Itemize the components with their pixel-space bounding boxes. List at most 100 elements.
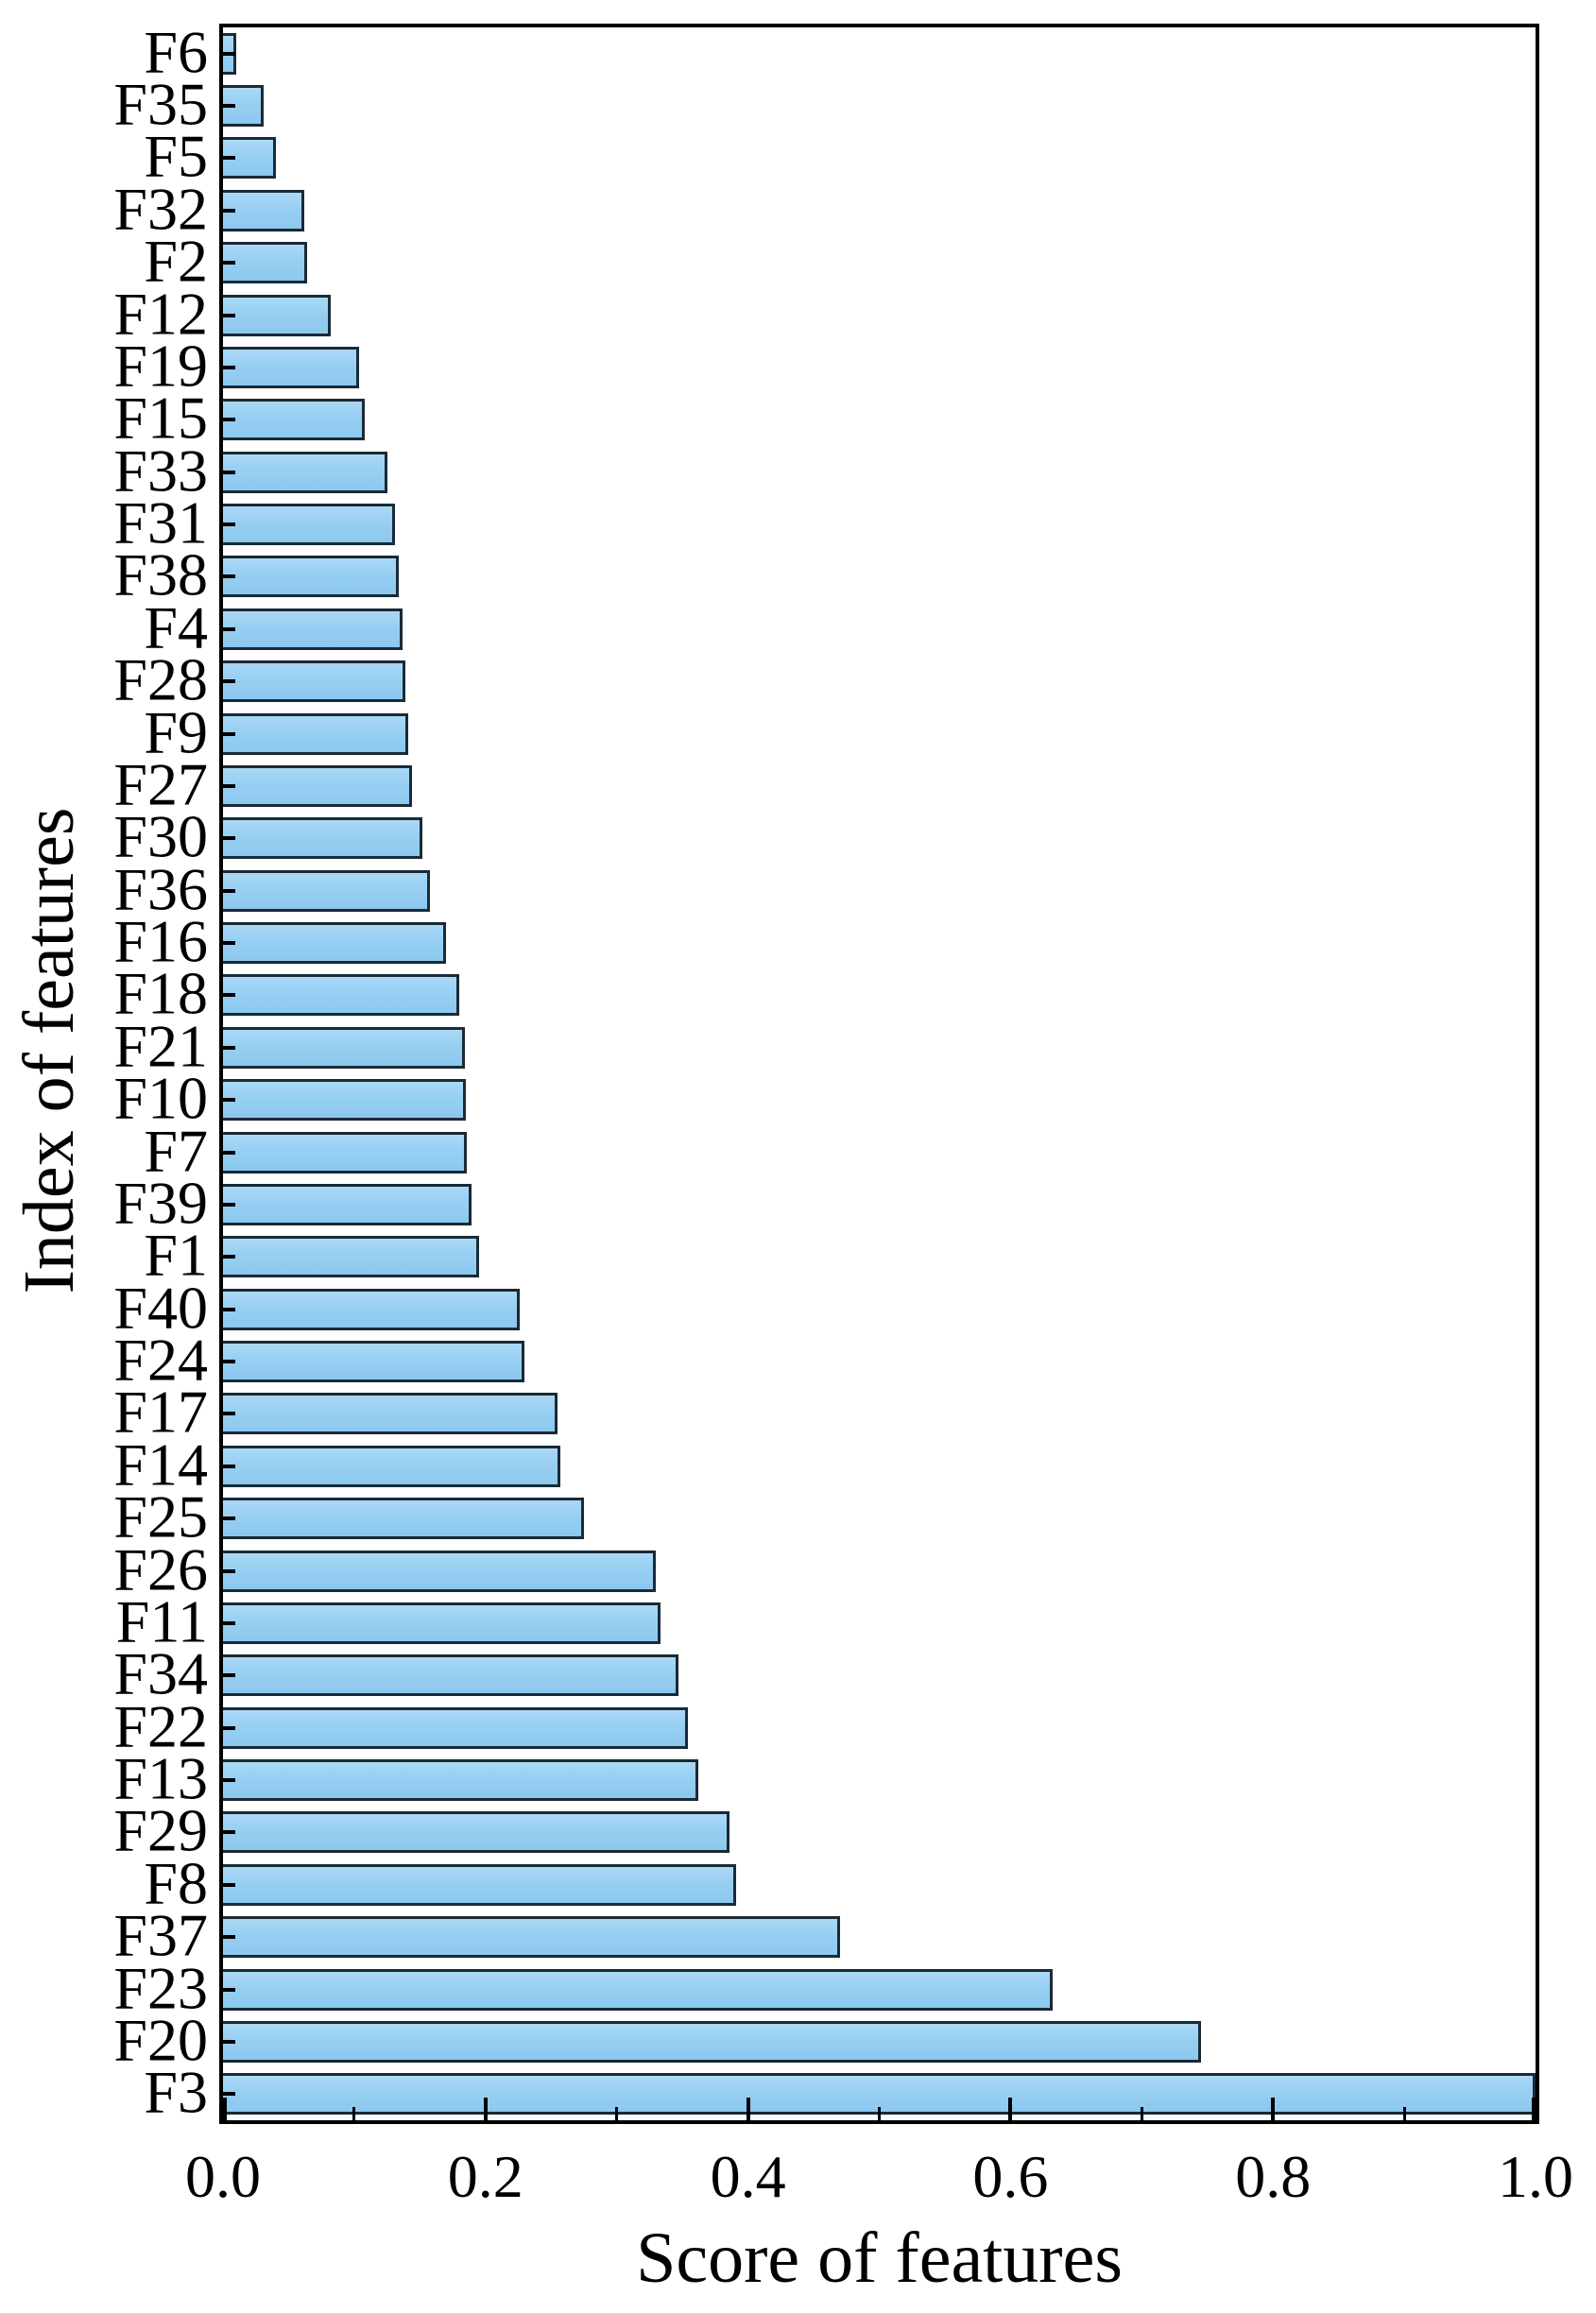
bar-F17 xyxy=(223,1393,558,1435)
y-axis-tick xyxy=(223,1882,235,1887)
y-axis-tick xyxy=(223,1778,235,1783)
x-axis-minor-tick xyxy=(878,2107,881,2120)
y-category-label: F23 xyxy=(113,1954,208,2022)
y-axis-tick xyxy=(223,1150,235,1155)
y-category-label: F21 xyxy=(113,1012,208,1080)
bar-F24 xyxy=(223,1341,525,1383)
y-axis-tick xyxy=(223,2092,235,2097)
bar-F5 xyxy=(223,137,276,180)
y-category-label: F22 xyxy=(113,1692,208,1760)
bar-F16 xyxy=(223,922,447,965)
y-axis-tick xyxy=(223,679,235,684)
x-axis-major-tick xyxy=(746,2098,750,2120)
y-category-label: F16 xyxy=(113,907,208,975)
x-axis-major-tick xyxy=(223,2098,227,2120)
y-axis-tick xyxy=(223,156,235,161)
bar-F26 xyxy=(223,1550,657,1592)
y-axis-tick xyxy=(223,1307,235,1311)
y-axis-tick xyxy=(223,1935,235,1940)
bar-F11 xyxy=(223,1602,661,1644)
y-category-label: F28 xyxy=(113,645,208,713)
y-axis-tick xyxy=(223,1098,235,1103)
y-axis-tick xyxy=(223,470,235,474)
y-axis-tick xyxy=(223,208,235,213)
y-category-label: F31 xyxy=(113,488,208,557)
bar-F7 xyxy=(223,1131,468,1174)
y-axis-tick xyxy=(223,1255,235,1259)
y-category-label: F36 xyxy=(113,855,208,923)
bar-F4 xyxy=(223,608,403,650)
y-axis-tick xyxy=(223,1464,235,1468)
y-category-label: F35 xyxy=(113,70,208,138)
bar-F14 xyxy=(223,1445,560,1487)
x-tick-label: 0.8 xyxy=(1235,2143,1312,2210)
bar-F22 xyxy=(223,1706,688,1749)
y-category-label: F37 xyxy=(113,1901,208,1969)
x-axis-major-tick xyxy=(1532,2098,1536,2120)
y-axis-tick xyxy=(223,626,235,631)
y-axis-tick xyxy=(223,1045,235,1050)
y-category-label: F12 xyxy=(113,280,208,348)
bar-F15 xyxy=(223,399,365,441)
y-category-label: F3 xyxy=(144,2059,208,2127)
y-axis-tick xyxy=(223,783,235,788)
y-axis-tick xyxy=(223,523,235,527)
x-axis-title: Score of features xyxy=(636,2219,1123,2298)
bar-F27 xyxy=(223,764,413,807)
y-category-label: F39 xyxy=(113,1169,208,1237)
bar-F12 xyxy=(223,294,331,336)
bar-F32 xyxy=(223,189,305,231)
y-axis-tick xyxy=(223,1516,235,1521)
y-axis-tick xyxy=(223,993,235,998)
y-axis-tick xyxy=(223,1987,235,1992)
y-axis-tick xyxy=(223,1412,235,1416)
y-category-label: F40 xyxy=(113,1274,208,1342)
bar-F34 xyxy=(223,1654,678,1697)
x-axis-major-tick xyxy=(483,2098,488,2120)
y-category-label: F5 xyxy=(144,123,208,191)
x-axis-minor-tick xyxy=(1402,2107,1406,2120)
y-category-label: F15 xyxy=(113,385,208,453)
x-axis-minor-tick xyxy=(352,2107,356,2120)
y-category-label: F26 xyxy=(113,1535,208,1603)
y-axis-tick xyxy=(223,1620,235,1625)
y-axis-tick xyxy=(223,1360,235,1364)
y-axis-tick xyxy=(223,1673,235,1678)
y-category-label: F33 xyxy=(113,437,208,505)
bar-F30 xyxy=(223,817,423,860)
y-axis-tick xyxy=(223,104,235,109)
y-axis-tick xyxy=(223,1568,235,1573)
bar-F36 xyxy=(223,869,431,912)
y-category-label: F27 xyxy=(113,750,208,818)
y-axis-tick xyxy=(223,51,235,56)
bar-F38 xyxy=(223,556,400,598)
y-category-label: F29 xyxy=(113,1797,208,1865)
y-axis-tick xyxy=(223,941,235,946)
y-category-label: F25 xyxy=(113,1482,208,1551)
y-category-label: F2 xyxy=(144,227,208,295)
y-category-label: F4 xyxy=(144,593,208,661)
y-category-label: F7 xyxy=(144,1117,208,1185)
x-axis-minor-tick xyxy=(615,2107,619,2120)
bar-F25 xyxy=(223,1498,584,1540)
bar-F28 xyxy=(223,660,406,703)
bar-F29 xyxy=(223,1811,730,1854)
bar-F37 xyxy=(223,1916,840,1959)
bar-F39 xyxy=(223,1183,472,1225)
bar-F13 xyxy=(223,1759,698,1802)
y-category-label: F19 xyxy=(113,332,208,400)
y-category-label: F8 xyxy=(144,1849,208,1917)
y-category-label: F1 xyxy=(144,1222,208,1290)
y-category-label: F32 xyxy=(113,175,208,243)
y-axis-tick xyxy=(223,1830,235,1835)
y-axis-tick xyxy=(223,836,235,841)
x-tick-label: 0.6 xyxy=(972,2143,1049,2210)
bar-F1 xyxy=(223,1236,479,1278)
y-category-label: F9 xyxy=(144,698,208,766)
y-category-label: F30 xyxy=(113,803,208,871)
bar-F33 xyxy=(223,451,387,493)
bar-F31 xyxy=(223,504,395,546)
bar-F20 xyxy=(223,2020,1201,2063)
x-tick-label: 0.0 xyxy=(185,2143,261,2210)
